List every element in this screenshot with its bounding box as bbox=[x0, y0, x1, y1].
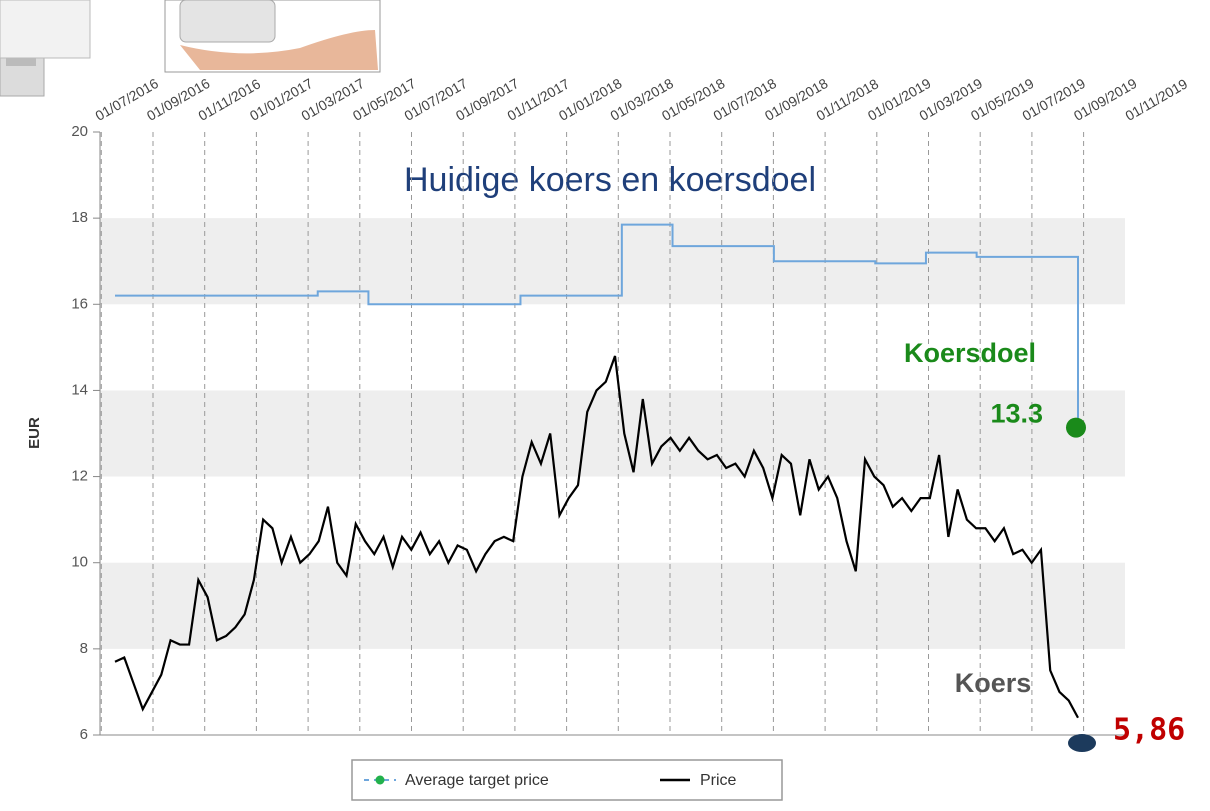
product-photos bbox=[0, 0, 381, 97]
plot-band bbox=[100, 218, 1125, 305]
end-dot bbox=[1066, 417, 1086, 438]
y-tick-label: 14 bbox=[71, 381, 88, 398]
hand-photo bbox=[180, 30, 378, 70]
annotation: Koersdoel bbox=[904, 338, 1036, 368]
y-tick-label: 20 bbox=[71, 123, 88, 140]
legend-label: Price bbox=[700, 772, 737, 789]
y-tick-label: 8 bbox=[80, 640, 88, 657]
end-dot bbox=[1068, 734, 1096, 753]
y-axis-label: EUR bbox=[26, 417, 43, 449]
y-tick-label: 10 bbox=[71, 554, 88, 571]
series-line bbox=[114, 355, 1079, 719]
annotation: Koers bbox=[955, 668, 1032, 698]
device-photo bbox=[6, 56, 36, 66]
plot-band bbox=[100, 562, 1125, 649]
y-tick-label: 12 bbox=[71, 468, 88, 485]
end-label: 5,86 bbox=[1113, 713, 1185, 748]
y-tick-label: 16 bbox=[71, 295, 88, 312]
device-photo bbox=[0, 0, 91, 59]
plot-band bbox=[100, 390, 1125, 477]
y-tick-label: 18 bbox=[71, 209, 88, 226]
end-label: 13.3 bbox=[990, 399, 1043, 429]
y-tick-label: 6 bbox=[80, 726, 88, 743]
chart-title: Huidige koers en koersdoel bbox=[404, 161, 816, 199]
series-line bbox=[115, 223, 1079, 421]
legend-box bbox=[351, 759, 783, 801]
legend-swatch bbox=[375, 775, 385, 785]
legend-label: Average target price bbox=[405, 772, 549, 789]
device-photo bbox=[179, 0, 276, 43]
